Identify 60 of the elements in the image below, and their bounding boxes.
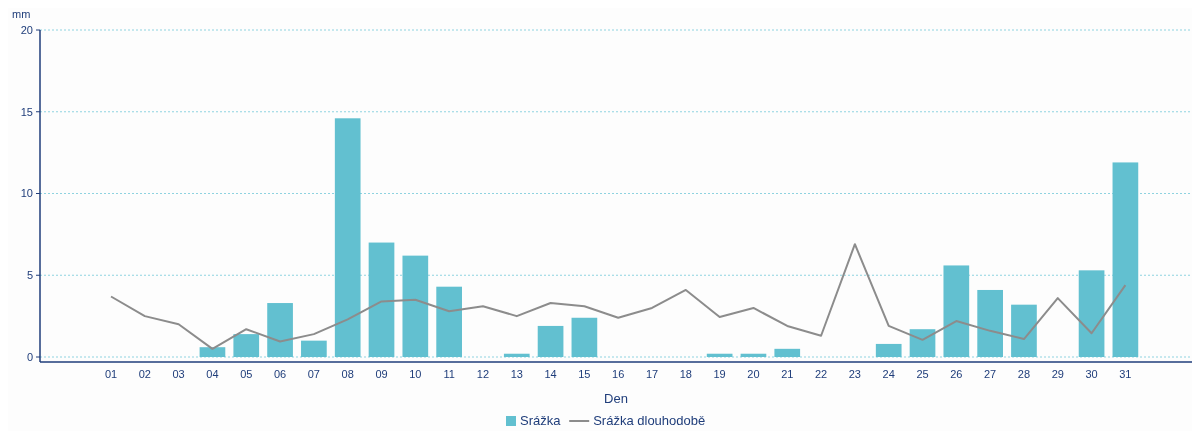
- bar: [199, 347, 226, 357]
- x-tick-label: 13: [510, 368, 523, 380]
- bar: [334, 118, 361, 357]
- x-tick-label: 11: [443, 368, 455, 380]
- bar: [537, 325, 564, 357]
- bar: [267, 303, 293, 357]
- bar: [1078, 270, 1105, 357]
- x-tick-label: 10: [409, 368, 422, 380]
- bar: [943, 265, 970, 357]
- x-tick-label: 28: [1017, 368, 1031, 380]
- bar: [301, 340, 327, 357]
- bar: [977, 289, 1003, 357]
- y-axis-title: mm: [12, 8, 31, 20]
- x-tick-label: 12: [476, 368, 490, 380]
- x-tick-label: 29: [1051, 368, 1064, 380]
- x-tick-label: 04: [206, 368, 219, 380]
- bar: [402, 255, 429, 357]
- x-tick-label: 16: [612, 368, 625, 380]
- bar: [233, 334, 260, 357]
- x-tick-label: 07: [307, 368, 321, 380]
- x-tick-label: 03: [172, 368, 185, 380]
- x-tick-label: 21: [781, 368, 794, 380]
- bar: [875, 343, 902, 357]
- x-tick-label: 30: [1085, 368, 1098, 380]
- bar: [909, 329, 936, 357]
- bar: [368, 242, 395, 357]
- x-tick-label: 15: [578, 368, 591, 380]
- x-tick-label: 24: [882, 368, 895, 380]
- x-tick-label: 08: [341, 368, 354, 380]
- bar: [1011, 304, 1037, 357]
- x-tick-label: 02: [138, 368, 151, 380]
- x-tick-label: 27: [984, 368, 997, 380]
- x-tick-label: 05: [240, 368, 253, 380]
- y-tick-label: 20: [20, 23, 33, 36]
- bar: [1112, 162, 1139, 357]
- bar: [503, 353, 530, 357]
- x-tick-label: 06: [273, 368, 287, 380]
- x-tick-label: 25: [916, 368, 929, 380]
- x-tick-label: 31: [1119, 368, 1132, 380]
- x-tick-label: 26: [950, 368, 963, 380]
- x-tick-label: 17: [645, 368, 659, 380]
- x-tick-label: 14: [544, 368, 557, 380]
- x-axis-title: Den: [604, 391, 628, 406]
- bar: [571, 317, 598, 357]
- x-tick-label: 18: [679, 368, 692, 380]
- bar: [774, 348, 801, 357]
- line-series: [110, 243, 1127, 350]
- x-tick-label: 22: [814, 368, 828, 380]
- x-tick-label: 01: [104, 368, 118, 380]
- bar: [436, 286, 462, 357]
- y-tick-label: 0: [26, 350, 33, 363]
- y-tick-label: 10: [20, 187, 33, 200]
- y-tick-label: 15: [20, 105, 33, 118]
- x-tick-label: 09: [375, 368, 388, 380]
- x-tick-label: 19: [713, 368, 726, 380]
- legend-label: Srážka dlouhodobě: [593, 413, 706, 428]
- y-tick-label: 5: [26, 269, 33, 282]
- legend-label: Srážka: [520, 413, 562, 428]
- x-tick-label: 23: [848, 368, 862, 380]
- x-tick-label: 20: [747, 368, 760, 380]
